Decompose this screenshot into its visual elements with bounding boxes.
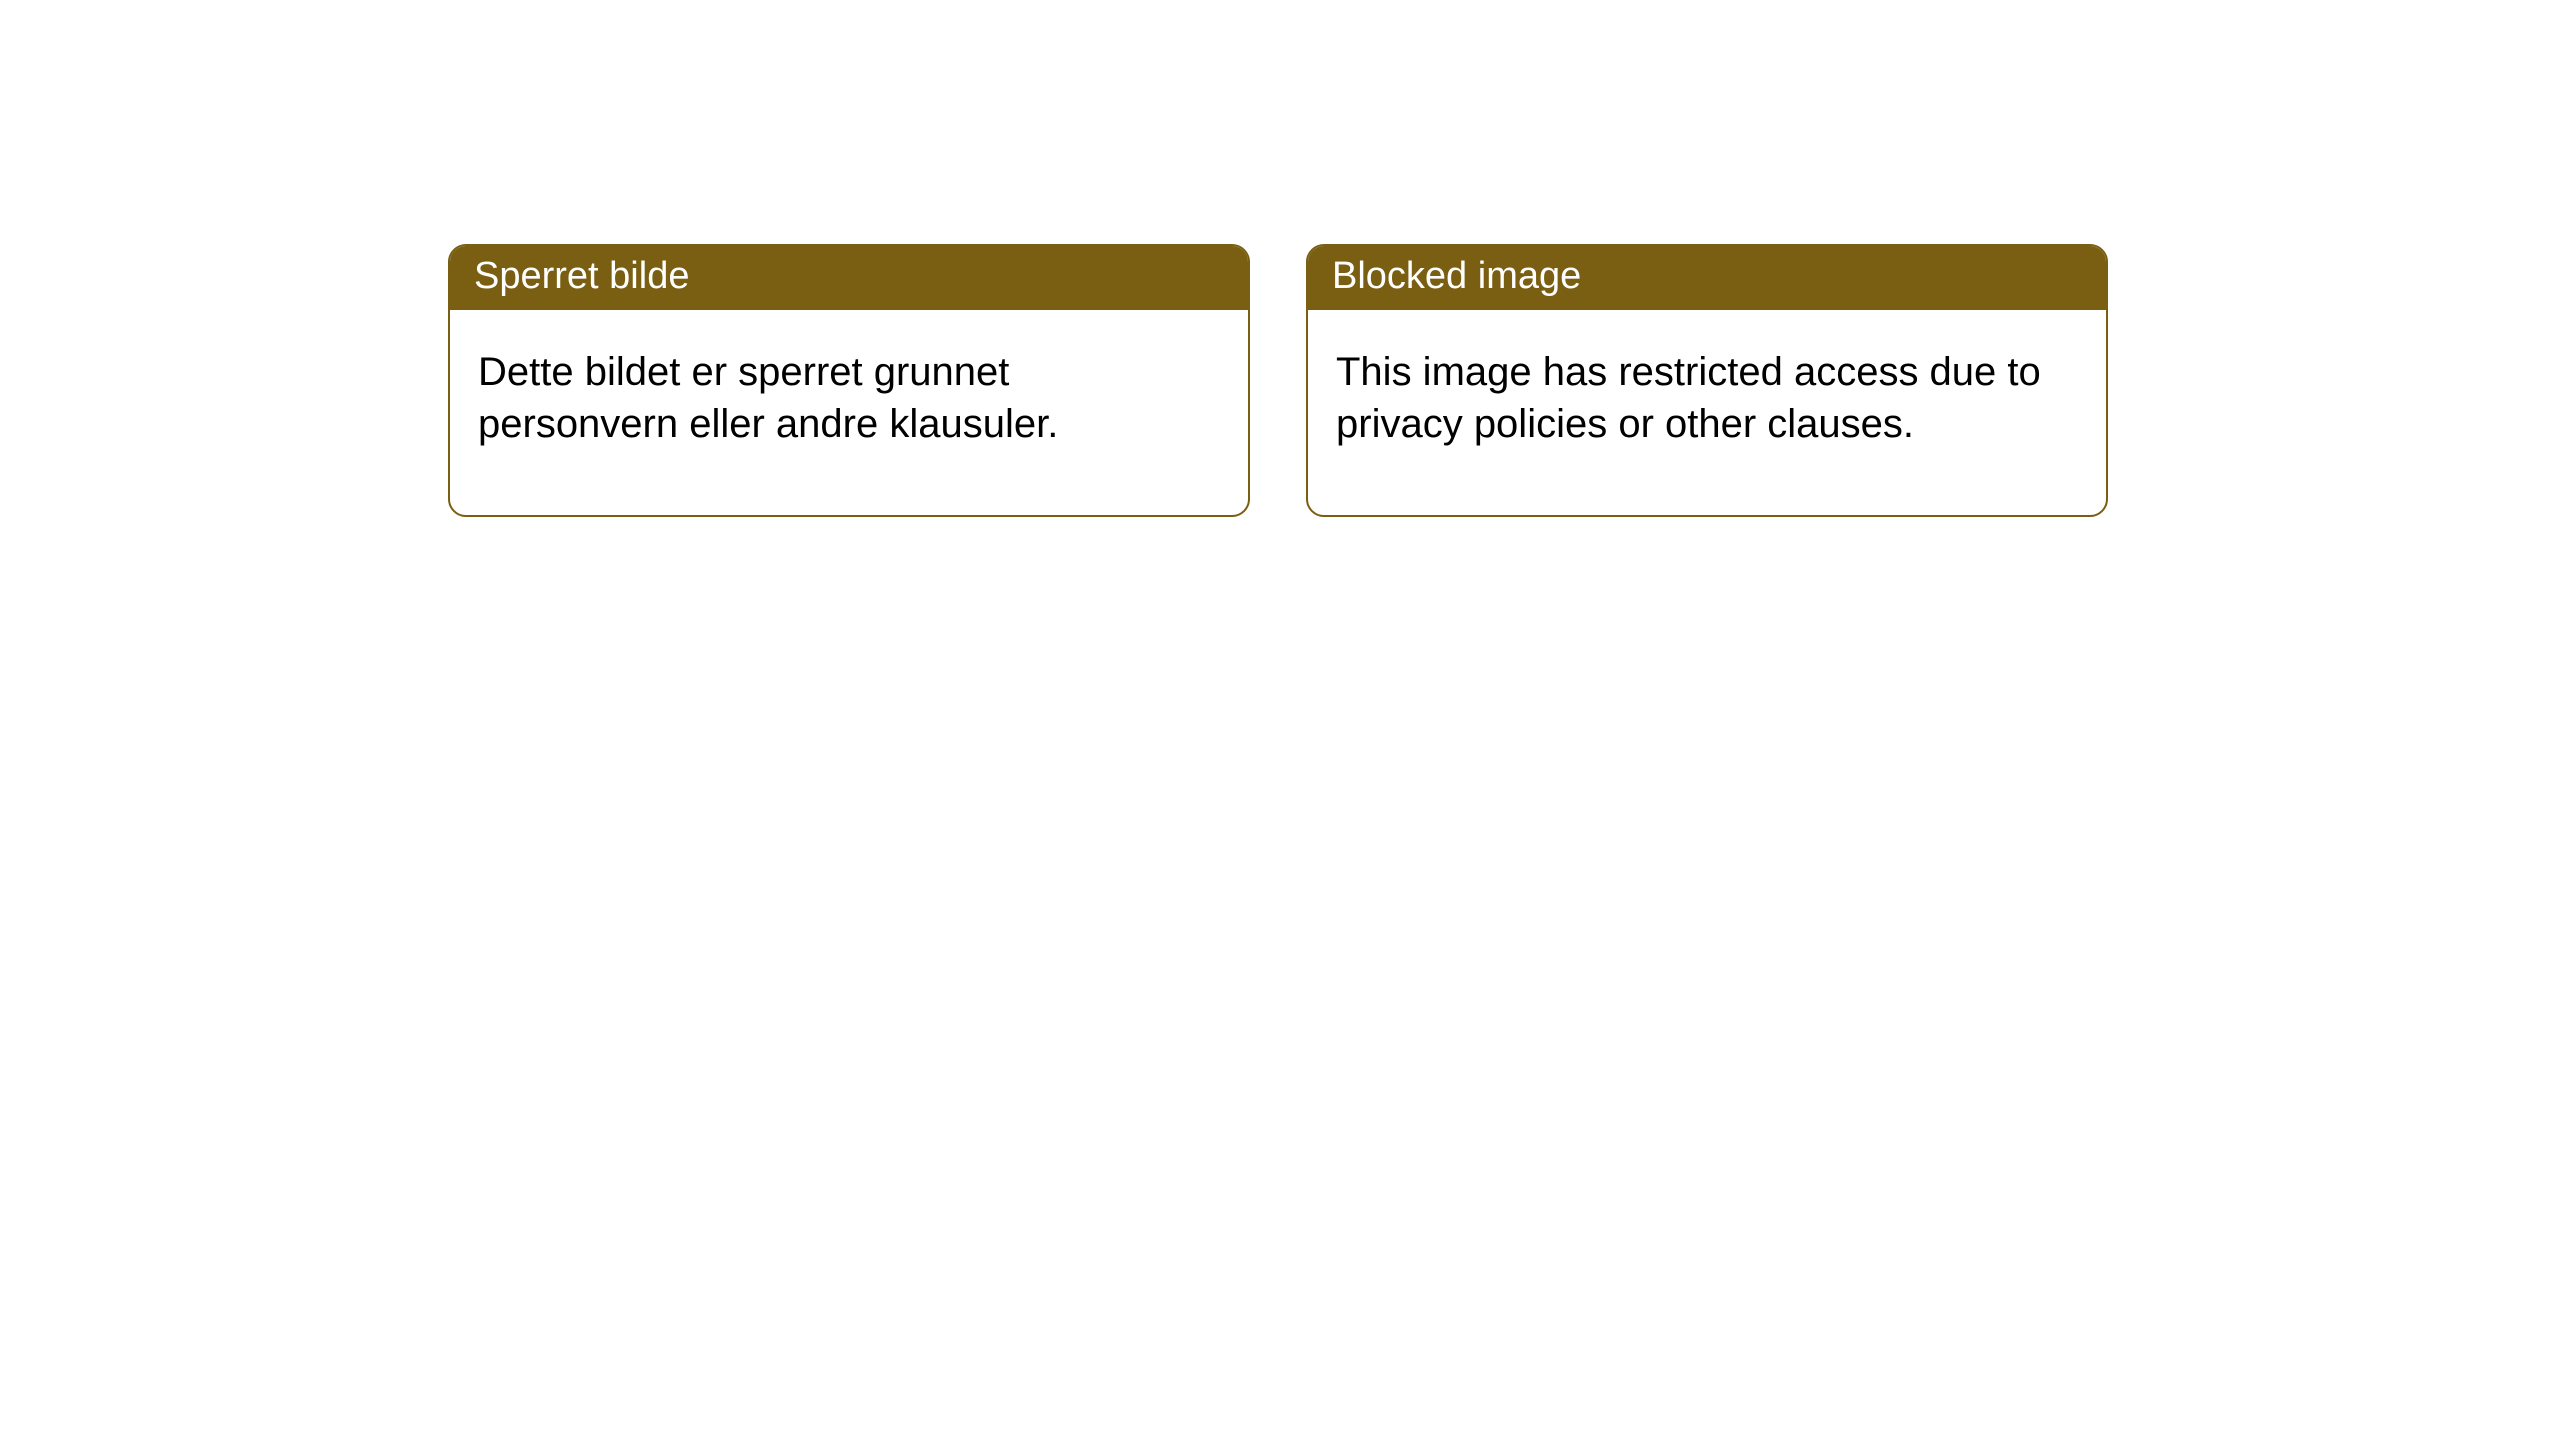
notice-header: Sperret bilde	[450, 246, 1248, 310]
notice-body: This image has restricted access due to …	[1308, 310, 2106, 516]
notice-box-norwegian: Sperret bilde Dette bildet er sperret gr…	[448, 244, 1250, 517]
notice-header: Blocked image	[1308, 246, 2106, 310]
notice-box-english: Blocked image This image has restricted …	[1306, 244, 2108, 517]
notice-body: Dette bildet er sperret grunnet personve…	[450, 310, 1248, 516]
notice-container: Sperret bilde Dette bildet er sperret gr…	[0, 0, 2560, 517]
